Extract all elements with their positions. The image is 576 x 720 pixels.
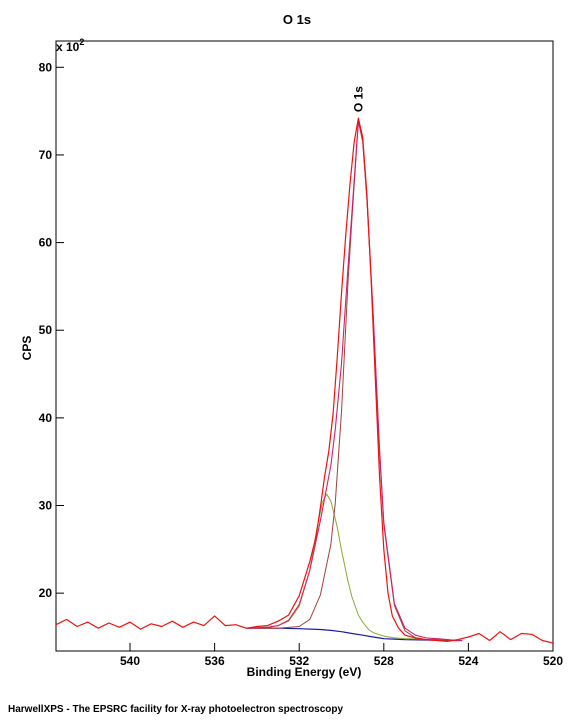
series-line-background bbox=[246, 627, 463, 642]
series-layer bbox=[55, 117, 554, 644]
y-multiplier: x 102 bbox=[56, 37, 84, 54]
y-tick-label: 30 bbox=[39, 499, 53, 513]
plot-frame bbox=[55, 40, 554, 652]
y-tick-label: 40 bbox=[39, 411, 53, 425]
x-tick-label: 520 bbox=[543, 654, 563, 668]
y-tick-label: 80 bbox=[39, 60, 53, 74]
y-tick-label: 20 bbox=[39, 586, 53, 600]
x-tick-label: 528 bbox=[374, 654, 394, 668]
series-line-peak-shoulder bbox=[246, 493, 463, 641]
y-axis-label: CPS bbox=[20, 336, 34, 361]
x-tick-label: 532 bbox=[289, 654, 309, 668]
y-multiplier-exponent: 2 bbox=[79, 37, 84, 47]
annotations-layer: O 1s bbox=[351, 86, 365, 112]
series-line-peak-main bbox=[246, 121, 463, 641]
x-tick-label: 540 bbox=[120, 654, 140, 668]
x-axis-label: Binding Energy (eV) bbox=[247, 665, 362, 679]
y-tick-label: 60 bbox=[39, 236, 53, 250]
ticks-layer: 540 536 532 528 524 520 20 30 40 50 60 70 80 bbox=[39, 60, 564, 668]
footer-caption: HarwellXPS - The EPSRC facility for X-ra… bbox=[8, 704, 344, 715]
peak-annotation: O 1s bbox=[351, 86, 365, 112]
x-tick-label: 524 bbox=[458, 654, 478, 668]
series-line-envelope bbox=[246, 119, 463, 642]
series-line-raw bbox=[55, 117, 554, 644]
chart-title: O 1s bbox=[283, 12, 311, 27]
x-tick-label: 536 bbox=[205, 654, 225, 668]
y-tick-label: 50 bbox=[39, 323, 53, 337]
y-tick-label: 70 bbox=[39, 148, 53, 162]
y-multiplier-base: x 10 bbox=[56, 40, 80, 54]
